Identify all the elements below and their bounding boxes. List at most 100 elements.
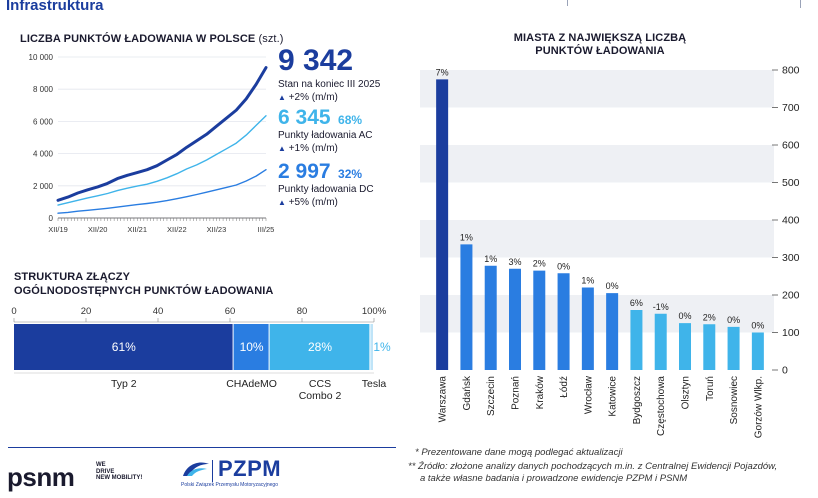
kpi-dc-value: 2 997 [278, 160, 331, 183]
bar-chart-title-line1: MIASTA Z NAJWIĘKSZĄ LICZBĄ [513, 32, 687, 44]
stack-segment-label: 61% [112, 340, 136, 354]
city-bar [533, 270, 546, 370]
kpi-dc: 2 997 32% Punkty ładowania DC ▲ +5% (m/m… [278, 161, 374, 208]
bar-chart-y-tick: 300 [782, 252, 800, 264]
line-chart-title-text: LICZBA PUNKTÓW ŁADOWANIA W POLSCE [20, 33, 256, 45]
city-bar [703, 324, 716, 370]
bar-chart-y-tick: 100 [782, 327, 800, 339]
stack-category-label: CCS [309, 378, 331, 390]
stack-segment-label: 28% [308, 340, 332, 354]
psnm-tagline-3: NEW MOBILITY! [96, 475, 143, 481]
bar-chart-band [420, 70, 774, 108]
line-chart-x-tick: XII/21 [127, 225, 147, 234]
stack-segment-2 [269, 324, 370, 370]
up-arrow-icon: ▲ [278, 198, 286, 207]
city-category-label: Kraków [535, 375, 546, 409]
footnote-1: * Prezentowane dane mogą podlegać aktual… [415, 447, 623, 458]
stack-chart: 0 20 40 60 80 100% 61% Typ 2 10% CHAdeMO 28% CCSCom… [11, 306, 391, 402]
stack-segment-3 [370, 324, 373, 370]
city-bar [484, 265, 497, 370]
up-arrow-icon: ▲ [278, 93, 286, 102]
page-title: Infrastruktura [6, 0, 104, 14]
stack-segment-label: 10% [240, 340, 264, 354]
pzpm-logo-sub: Polski Związek Przemysłu Motoryzacyjnego [181, 482, 278, 488]
city-bar [727, 326, 740, 370]
city-bar-label: 2% [533, 259, 546, 269]
city-bar [581, 287, 594, 370]
line-chart-y-tick: 4 000 [33, 150, 54, 159]
city-category-label: Bydgoszcz [632, 376, 643, 424]
kpi-total-change: ▲ +2% (m/m) [278, 92, 380, 103]
line-chart-y-tick: 8 000 [33, 85, 54, 94]
stack-segment-0 [14, 324, 233, 370]
psnm-tagline-1: WE [96, 462, 106, 468]
stack-chart-x-tick: 0 [11, 306, 16, 317]
kpi-dc-change: ▲ +5% (m/m) [278, 197, 374, 208]
line-chart-unit: (szt.) [258, 33, 284, 45]
city-category-label: Szczecin [486, 376, 497, 416]
pzpm-logo-text: PZPM [218, 456, 282, 481]
bar-chart-band [420, 295, 774, 333]
line-chart-y-tick: 10 000 [29, 53, 54, 62]
stack-chart-x-tick: 20 [81, 306, 92, 317]
city-bar [751, 332, 764, 370]
city-bar [460, 244, 473, 370]
city-bar [630, 310, 643, 370]
line-series-total [56, 66, 268, 202]
bar-chart-y-tick: 200 [782, 290, 800, 302]
city-bar-label: 0% [557, 261, 570, 271]
city-bar-label: 0% [678, 311, 691, 321]
kpi-ac-change: ▲ +1% (m/m) [278, 143, 373, 154]
header-divider [567, 0, 568, 6]
kpi-ac-value: 6 345 [278, 106, 331, 129]
psnm-tagline: WE DRIVE NEW MOBILITY! [96, 462, 142, 482]
city-bar-label: 3% [508, 257, 521, 267]
city-category-label: Warszawa [438, 376, 449, 423]
line-chart-x-tick: III/25 [258, 225, 275, 234]
stack-chart-x-tick: 40 [153, 306, 164, 317]
city-category-label: Wrocław [583, 375, 594, 414]
line-chart-x-tick: XII/20 [88, 225, 108, 234]
kpi-total-value: 9 342 [278, 44, 354, 77]
city-bar [679, 323, 691, 370]
bar-chart-y-tick: 700 [782, 102, 800, 114]
kpi-total: 9 342 Stan na koniec III 2025 ▲ +2% (m/m… [278, 44, 380, 104]
line-chart-x-tick: XII/19 [48, 225, 68, 234]
city-bar [606, 293, 619, 370]
psnm-tagline-2: DRIVE [96, 468, 115, 475]
bar-chart-y-tick: 800 [782, 65, 800, 77]
psnm-logo: psnm [7, 462, 75, 493]
line-series-dc [57, 168, 267, 214]
stack-chart-title-line2: OGÓLNODOSTĘPNYCH PUNKTÓW ŁADOWANIA [14, 285, 274, 297]
kpi-total-change-text: +2% (m/m) [288, 92, 338, 103]
stack-category-label: Combo 2 [299, 390, 342, 402]
city-bar [509, 268, 521, 370]
bar-chart-band [420, 220, 774, 258]
kpi-dc-label: Punkty ładowania DC [278, 184, 374, 195]
city-category-label: Łódź [559, 376, 570, 398]
kpi-ac: 6 345 68% Punkty ładowania AC ▲ +1% (m/m… [278, 107, 373, 154]
stack-segment-1 [233, 324, 269, 370]
bar-chart-y-tick: 0 [782, 365, 788, 377]
line-chart-x-tick: XII/22 [167, 225, 187, 234]
city-bar-label: 6% [630, 298, 643, 308]
stack-chart-title: STRUKTURA ZŁĄCZY OGÓLNODOSTĘPNYCH PUNKTÓ… [14, 270, 273, 298]
city-bar-label: 0% [727, 315, 740, 325]
city-category-label: Częstochowa [656, 376, 667, 436]
city-bar-label: -1% [653, 302, 669, 312]
header-divider-right [800, 0, 801, 8]
line-chart-title: LICZBA PUNKTÓW ŁADOWANIA W POLSCE (szt.) [20, 33, 284, 45]
city-bar [654, 313, 667, 370]
stack-chart-x-tick: 100% [362, 306, 387, 317]
up-arrow-icon: ▲ [278, 144, 286, 153]
stack-chart-x-tick: 60 [225, 306, 236, 317]
city-bar-label: 1% [484, 254, 497, 264]
bar-chart-band [420, 145, 774, 183]
line-chart: 0 2 000 4 000 6 000 8 000 10 000 XII/19 XII/20 X… [29, 53, 275, 234]
city-category-label: Olsztyn [681, 376, 692, 409]
line-chart-x-tick: XII/23 [207, 225, 227, 234]
city-bar-label: 7% [436, 67, 449, 77]
city-bar-label: 0% [606, 281, 619, 291]
footer-divider [8, 447, 396, 448]
kpi-ac-change-text: +1% (m/m) [288, 143, 338, 154]
